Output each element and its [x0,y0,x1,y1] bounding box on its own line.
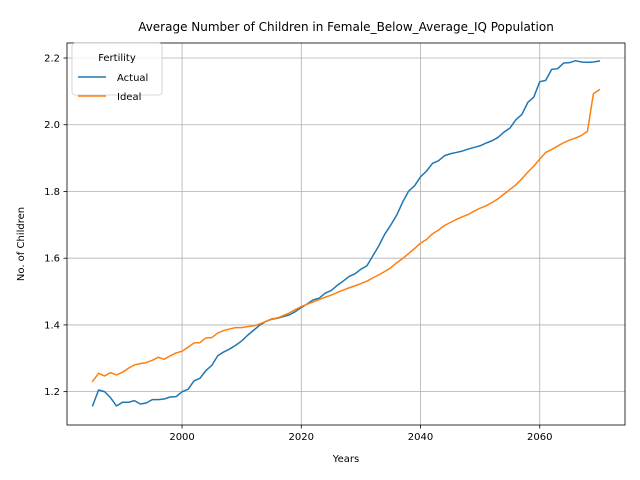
y-tick-label: 1.6 [44,254,60,265]
legend-label-ideal: Ideal [117,92,141,103]
chart-title: Average Number of Children in Female_Bel… [138,20,554,34]
x-tick-label: 2060 [527,432,552,443]
y-tick-label: 1.4 [44,320,60,331]
y-tick-label: 2.2 [44,54,60,65]
axis-ticks: 2000 2020 2040 2060 1.2 1.4 1.6 1.8 2.0 2.2 [44,54,552,443]
y-tick-label: 2.0 [44,120,60,131]
y-tick-label: 1.2 [44,387,60,398]
legend-frame [71,42,163,96]
series-line-ideal [91,88,601,383]
legend-label-actual: Actual [117,73,148,84]
series-lines [91,59,601,407]
x-tick-label: 2020 [289,432,314,443]
x-axis-title: Years [332,454,359,465]
plot-area-frame [66,42,626,426]
x-tick-label: 2040 [408,432,433,443]
series-line-actual [91,59,601,407]
y-tick-label: 1.8 [44,187,60,198]
legend-title: Fertility [98,53,136,64]
y-axis-title: No. of Children [16,207,27,281]
grid [67,43,625,425]
x-tick-label: 2000 [169,432,194,443]
legend: Fertility Actual Ideal [71,42,163,103]
